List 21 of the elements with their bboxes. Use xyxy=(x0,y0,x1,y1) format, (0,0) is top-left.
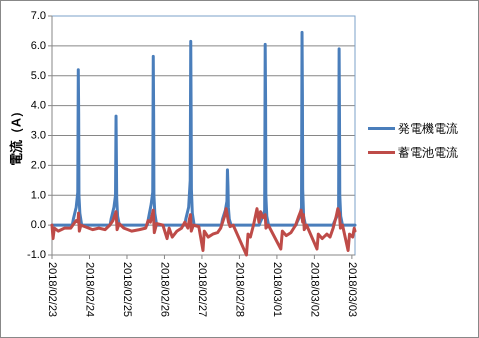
x-tick-label: 2018/02/24 xyxy=(83,262,96,318)
y-tick-label: 0.0 xyxy=(30,219,46,232)
y-tick-label: 5.0 xyxy=(30,70,46,82)
x-tick-label: 2018/03/01 xyxy=(270,262,283,318)
y-tick-label: 2.0 xyxy=(30,159,46,172)
y-tick-label: -1.0 xyxy=(27,249,46,261)
y-axis-title: 電流（A） xyxy=(8,104,24,166)
x-tick-label: 2018/02/27 xyxy=(196,262,208,318)
y-tick-label: 7.0 xyxy=(30,10,46,22)
x-tick-label: 2018/02/23 xyxy=(46,262,58,318)
y-tick-label: 3.0 xyxy=(30,130,46,142)
x-tick-label: 2018/03/02 xyxy=(308,262,320,318)
y-tick-label: 6.0 xyxy=(30,40,46,52)
x-tick-label: 2018/02/28 xyxy=(233,262,246,318)
x-tick-label: 2018/02/25 xyxy=(120,262,133,318)
y-tick-label: 1.0 xyxy=(30,189,46,202)
legend-label: 蓄電池電流 xyxy=(398,146,458,160)
x-tick-label: 2018/03/03 xyxy=(346,262,358,318)
legend-label: 発電機電流 xyxy=(398,122,458,136)
y-tick-label: 4.0 xyxy=(30,100,46,112)
x-tick-label: 2018/02/26 xyxy=(158,262,170,318)
